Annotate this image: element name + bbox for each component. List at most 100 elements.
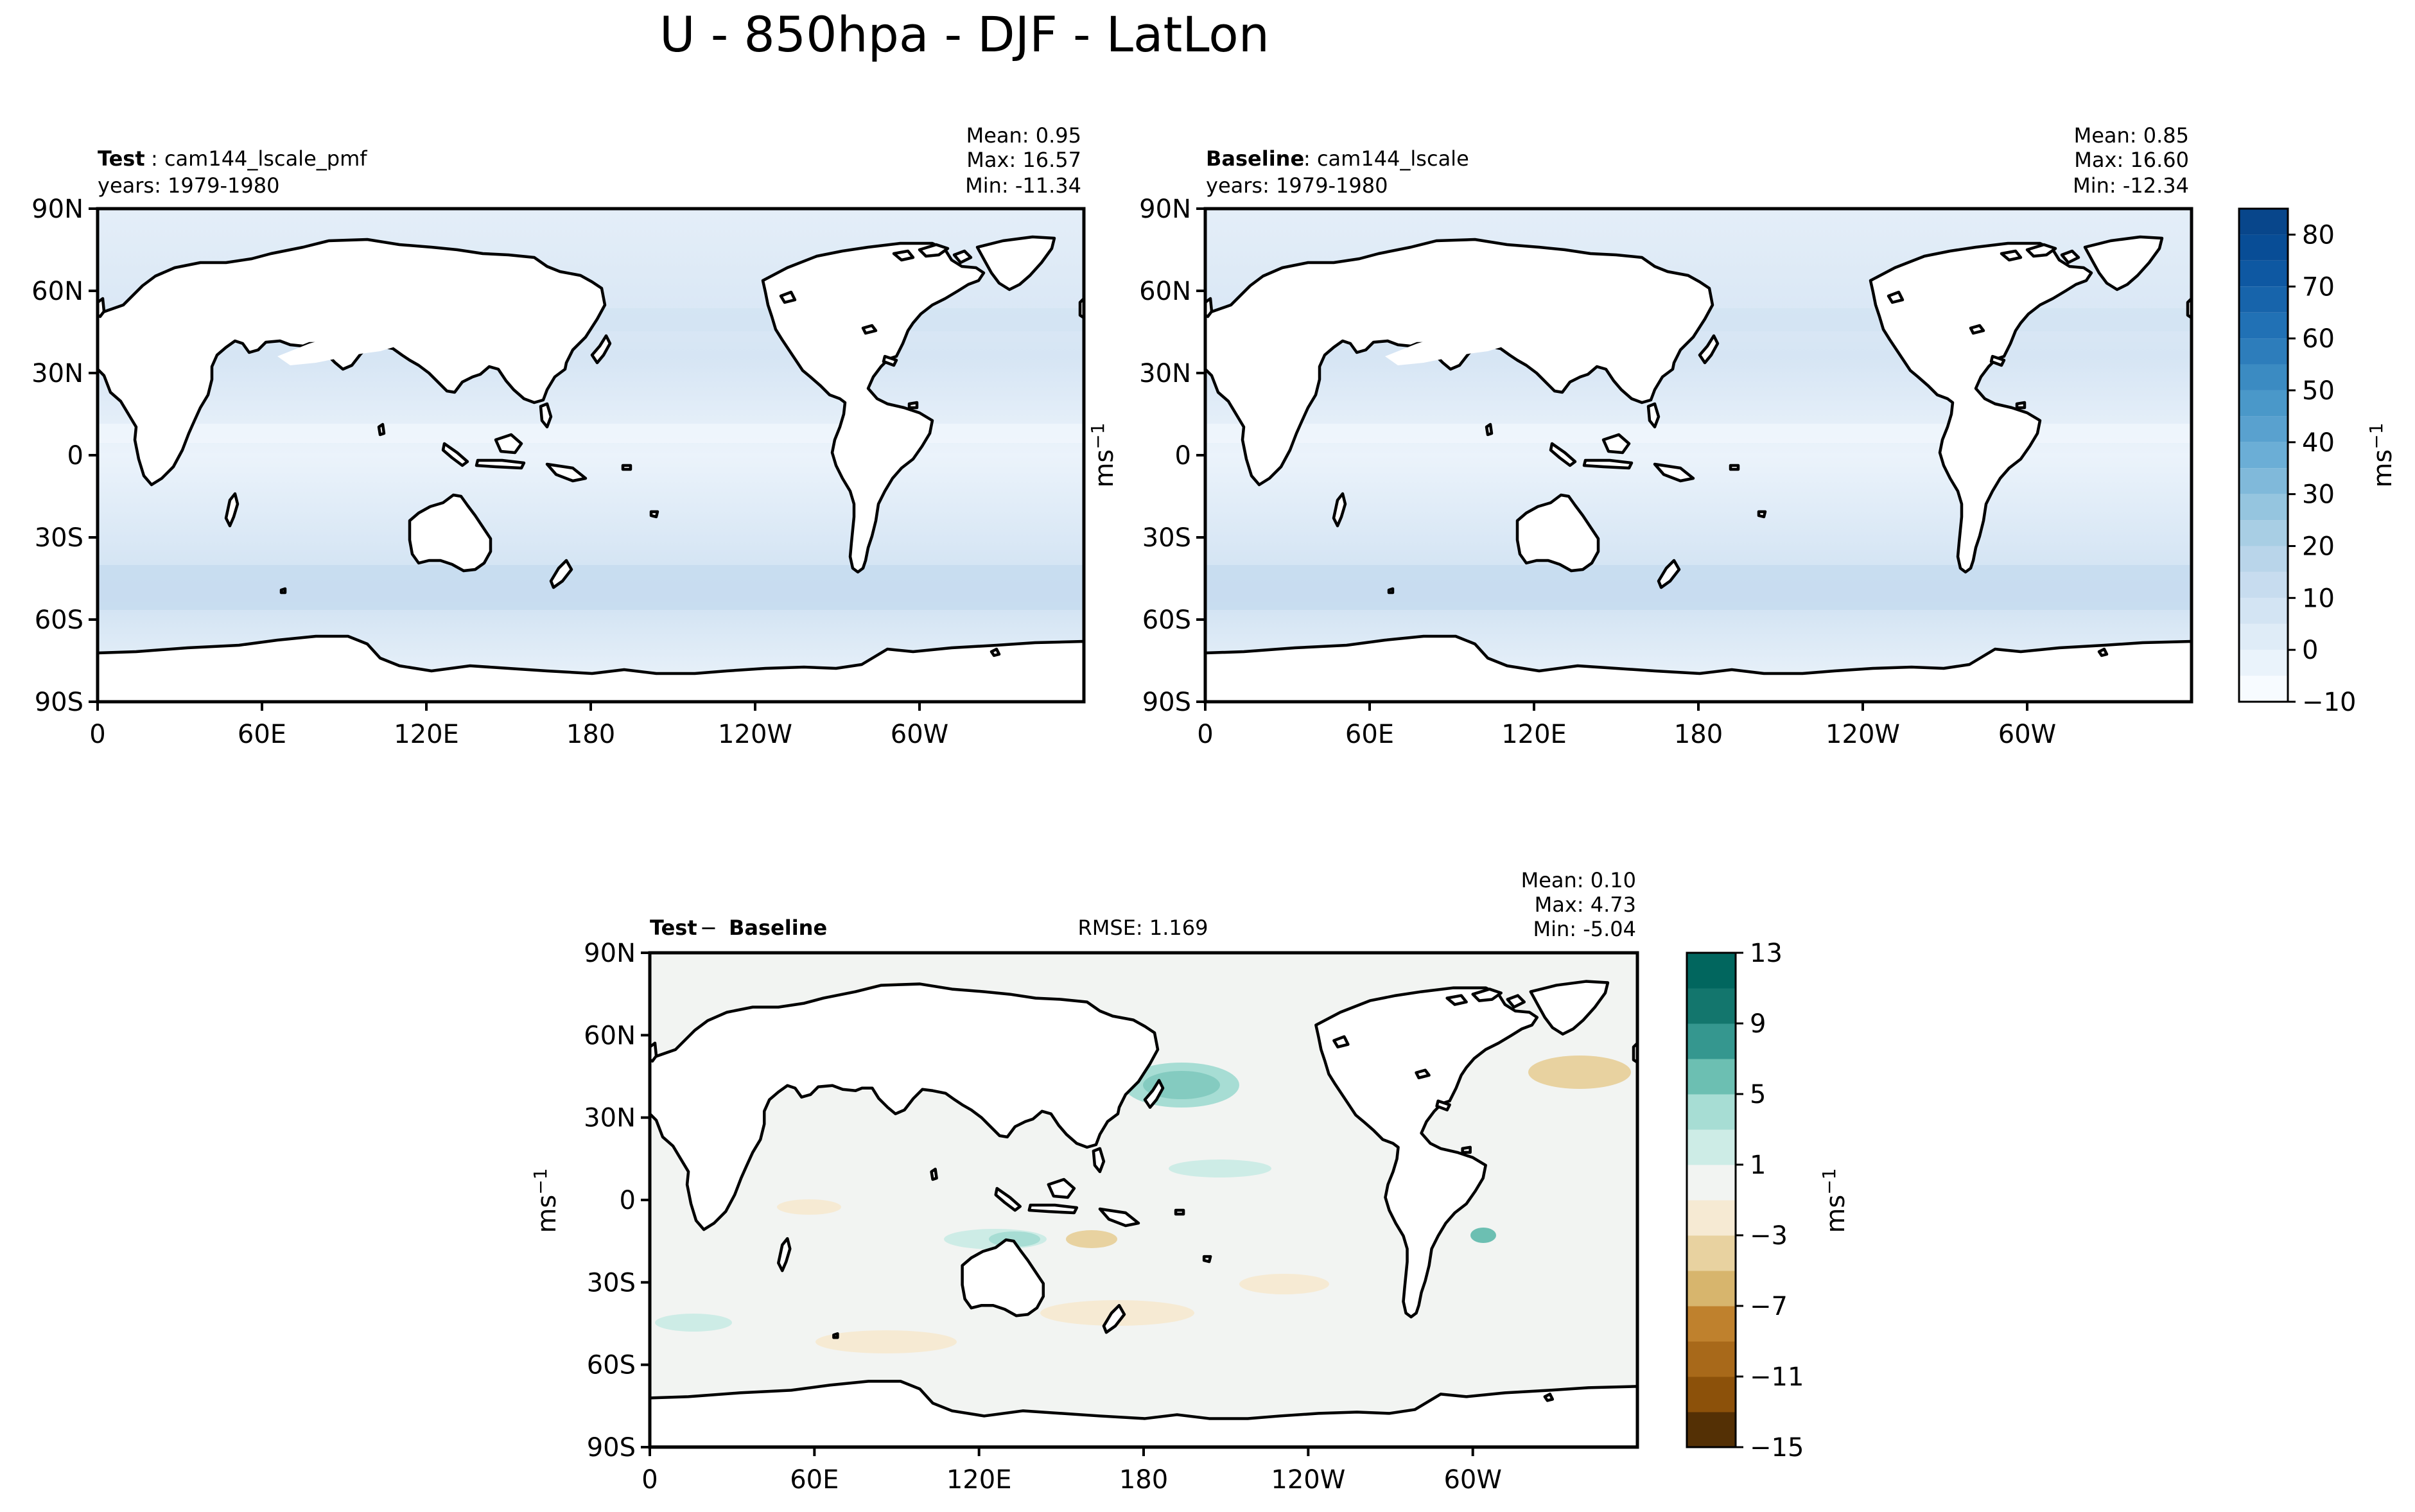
- diff-lat-tick-label: 30N: [584, 1104, 636, 1133]
- blue-colorbar-segment: [2239, 416, 2288, 442]
- blue-colorbar-segment: [2239, 468, 2288, 494]
- diff-lat-tick-label: 30S: [587, 1268, 636, 1298]
- diff-lon-tick-label: 0: [641, 1465, 658, 1495]
- diff-lat-tick-label: 60N: [584, 1021, 636, 1050]
- diff-label-b: Baseline: [729, 916, 827, 940]
- blue-colorbar-segment: [2239, 390, 2288, 417]
- blue-colorbar-tick-label: 60: [2302, 324, 2335, 354]
- blue-colorbar-segment: [2239, 338, 2288, 365]
- brbg-colorbar-segment: [1687, 1023, 1736, 1059]
- baseline-colorbar-ticks: −10 0 10 20 30 40 50 60 70 80: [2288, 220, 2356, 717]
- diff-label-op: −: [700, 916, 717, 940]
- brbg-colorbar-tick-label: −7: [1750, 1292, 1788, 1321]
- baseline-lon-axis: 0 60E 120E 180 120W 60W: [1197, 702, 2056, 749]
- brbg-colorbar-tick-label: 13: [1750, 939, 1783, 968]
- test-map-field: [98, 209, 1084, 702]
- baseline-panel: Baseline : cam144_lscale years: 1979-198…: [1139, 123, 2398, 749]
- blue-colorbar-segment: [2239, 364, 2288, 390]
- diff-ylabel: ms−1: [530, 1168, 562, 1233]
- brbg-colorbar-segment: [1687, 1059, 1736, 1095]
- baseline-lon-tick-label: 180: [1674, 720, 1723, 749]
- blue-colorbar-tick-label: 80: [2302, 220, 2335, 250]
- test-mean: Mean: 0.95: [966, 123, 1081, 148]
- test-ylabel: ms−1: [1087, 422, 1119, 487]
- brbg-colorbar-segment: [1687, 1377, 1736, 1412]
- baseline-lon-tick-label: 120E: [1501, 720, 1567, 749]
- brbg-colorbar-segment: [1687, 1306, 1736, 1342]
- test-label-bold: Test: [98, 146, 145, 171]
- brbg-colorbar-segment: [1687, 1235, 1736, 1271]
- test-lat-tick-label: 30N: [31, 359, 83, 388]
- diff-lon-tick-label: 60E: [790, 1465, 839, 1495]
- diff-lat-tick-label: 60S: [587, 1351, 636, 1380]
- test-lat-tick-label: 90N: [31, 195, 83, 224]
- blue-colorbar-segment: [2239, 286, 2288, 313]
- baseline-lon-tick-label: 60E: [1345, 720, 1394, 749]
- baseline-min: Min: -12.34: [2073, 173, 2189, 198]
- brbg-colorbar-tick-label: 9: [1750, 1009, 1766, 1039]
- test-lon-tick-label: 60E: [238, 720, 286, 749]
- brbg-colorbar-tick-label: 5: [1750, 1080, 1766, 1109]
- brbg-colorbar-segment: [1687, 1094, 1736, 1130]
- diff-lon-tick-label: 120E: [946, 1465, 1012, 1495]
- diff-lat-tick-label: 90S: [587, 1433, 636, 1463]
- blue-colorbar-tick-label: 0: [2302, 636, 2318, 665]
- diff-colorbar: [1686, 952, 1737, 1448]
- baseline-lon-tick-label: 0: [1197, 720, 1213, 749]
- baseline-lat-tick-label: 30S: [1142, 523, 1191, 553]
- figure-title: U - 850hpa - DJF - LatLon: [659, 6, 1269, 63]
- baseline-label-name: : cam144_lscale: [1303, 146, 1469, 171]
- test-lat-tick-label: 90S: [35, 688, 83, 717]
- blue-colorbar-segment: [2239, 650, 2288, 676]
- diff-label-a: Test: [650, 916, 697, 940]
- brbg-colorbar-segment: [1687, 1341, 1736, 1377]
- blue-colorbar-segment: [2239, 442, 2288, 469]
- brbg-colorbar-segment: [1687, 1165, 1736, 1201]
- baseline-label-bold: Baseline: [1206, 146, 1304, 171]
- test-lat-tick-label: 30S: [35, 523, 83, 553]
- blue-colorbar-segment: [2239, 675, 2288, 702]
- diff-lon-tick-label: 180: [1119, 1465, 1168, 1495]
- brbg-colorbar-tick-label: 1: [1750, 1151, 1766, 1180]
- test-lon-axis: 0 60E 120E 180 120W 60W: [89, 702, 948, 749]
- diff-panel: Test − Baseline RMSE: 1.169 Mean: 0.10 M…: [530, 868, 1851, 1495]
- test-lat-tick-label: 0: [67, 441, 83, 471]
- diff-min: Min: -5.04: [1533, 917, 1636, 941]
- blue-colorbar-segment: [2239, 312, 2288, 339]
- baseline-lat-tick-label: 90N: [1139, 195, 1191, 224]
- blue-colorbar-tick-label: 20: [2302, 532, 2335, 561]
- test-lat-axis: 90N 60N 30N 0 30S 60S 90S: [31, 195, 98, 717]
- diff-mean: Mean: 0.10: [1521, 868, 1636, 892]
- blue-colorbar-segment: [2239, 234, 2288, 261]
- test-min: Min: -11.34: [965, 173, 1081, 198]
- diff-colorbar-ticks: −15 −11 −7 −3 1 5 9 13: [1736, 939, 1804, 1463]
- brbg-colorbar-frame: [1686, 952, 1737, 1448]
- test-lon-tick-label: 60W: [891, 720, 948, 749]
- test-lon-tick-label: 0: [89, 720, 105, 749]
- diff-lat-axis: 90N 60N 30N 0 30S 60S 90S: [584, 939, 650, 1463]
- baseline-lat-tick-label: 60N: [1139, 277, 1191, 306]
- blue-colorbar-segment: [2239, 209, 2288, 235]
- brbg-colorbar-segment: [1687, 1129, 1736, 1165]
- test-max: Max: 16.57: [966, 148, 1081, 172]
- diff-rmse: RMSE: 1.169: [1078, 916, 1208, 940]
- blue-colorbar-tick-label: 70: [2302, 272, 2335, 302]
- baseline-colorbar: [2238, 207, 2289, 703]
- diff-lon-axis: 0 60E 120E 180 120W 60W: [641, 1447, 1502, 1495]
- blue-colorbar-tick-label: −10: [2302, 688, 2356, 717]
- blue-colorbar-segment: [2239, 260, 2288, 287]
- blue-colorbar-segment: [2239, 546, 2288, 572]
- test-lat-tick-label: 60S: [35, 605, 83, 635]
- brbg-colorbar-segment: [1687, 1271, 1736, 1307]
- baseline-years: years: 1979-1980: [1206, 173, 1388, 198]
- test-lat-tick-label: 60N: [31, 277, 83, 306]
- blue-colorbar-segment: [2239, 494, 2288, 521]
- test-lon-tick-label: 120E: [394, 720, 459, 749]
- baseline-colorbar-label: ms−1: [2366, 422, 2398, 487]
- blue-colorbar-segment: [2239, 571, 2288, 598]
- baseline-max: Max: 16.60: [2074, 148, 2189, 172]
- blue-colorbar-segment: [2239, 598, 2288, 624]
- blue-colorbar-tick-label: 50: [2302, 376, 2335, 406]
- diff-max: Max: 4.73: [1535, 892, 1636, 917]
- baseline-lon-tick-label: 60W: [1998, 720, 2056, 749]
